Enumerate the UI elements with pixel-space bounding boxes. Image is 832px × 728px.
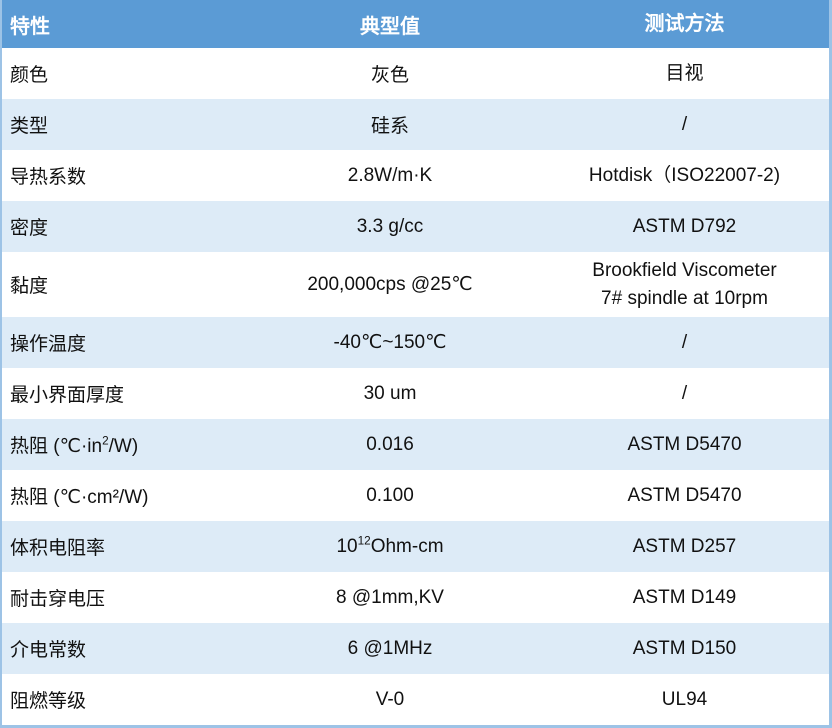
- value-cell: 200,000cps @25℃: [307, 274, 473, 295]
- method-cell: /: [681, 382, 688, 404]
- table-row: 体积电阻率 1012Ohm-cm ASTM D257: [2, 521, 829, 572]
- table-row: 介电常数 6 @1MHz ASTM D150: [2, 623, 829, 674]
- property-cell: 颜色: [10, 65, 49, 86]
- value-cell: 3.3 g/cc: [356, 215, 424, 237]
- property-cell: 操作温度: [10, 334, 87, 355]
- value-cell: 8 @1mm,KV: [336, 586, 444, 608]
- property-cell: 介电常数: [10, 640, 87, 661]
- table-row: 密度 3.3 g/cc ASTM D792: [2, 201, 829, 252]
- property-cell: 体积电阻率: [10, 538, 106, 559]
- table-row: 黏度 200,000cps @25℃ Brookfield Viscometer…: [2, 252, 829, 317]
- method-cell: ASTM D150: [632, 637, 737, 659]
- table-row: 热阻 (℃·cm²/W) 0.100 ASTM D5470: [2, 470, 829, 521]
- value-cell: V-0: [375, 688, 405, 710]
- property-cell: 类型: [10, 116, 49, 137]
- property-cell: 耐击穿电压: [10, 589, 106, 610]
- property-cell: 热阻 (℃·in2/W): [10, 434, 139, 457]
- table-row: 类型 硅系 /: [2, 99, 829, 150]
- table-row: 热阻 (℃·in2/W) 0.016 ASTM D5470: [2, 419, 829, 470]
- method-cell: UL94: [661, 688, 708, 710]
- method-cell: ASTM D257: [632, 535, 737, 557]
- table-row: 阻燃等级 V-0 UL94: [2, 674, 829, 725]
- value-cell: 1012Ohm-cm: [336, 535, 444, 557]
- value-cell: 6 @1MHz: [347, 637, 433, 659]
- table-row: 导热系数 2.8W/m·K Hotdisk（ISO22007-2): [2, 150, 829, 201]
- header-cell-typical-value: 典型值: [360, 15, 420, 38]
- value-cell: 0.100: [366, 484, 414, 506]
- value-cell: 30 um: [363, 382, 417, 404]
- value-cell: 灰色: [370, 65, 409, 86]
- property-cell: 黏度: [10, 276, 49, 297]
- table-row: 耐击穿电压 8 @1mm,KV ASTM D149: [2, 572, 829, 623]
- table-body: 颜色 灰色 目视 类型 硅系 / 导热系数 2.8W/m·K Hotdisk（I…: [2, 48, 829, 725]
- method-cell: Hotdisk（ISO22007-2): [588, 164, 781, 186]
- value-cell: 2.8W/m·K: [347, 164, 433, 186]
- method-cell: 目视: [665, 62, 704, 84]
- method-cell: Brookfield Viscometer 7# spindle at 10rp…: [592, 259, 777, 309]
- method-cell: ASTM D149: [632, 586, 737, 608]
- method-cell: /: [681, 113, 688, 135]
- property-cell: 最小界面厚度: [10, 385, 125, 406]
- table-row: 颜色 灰色 目视: [2, 48, 829, 99]
- method-cell: ASTM D5470: [627, 433, 742, 455]
- property-cell: 密度: [10, 218, 49, 239]
- table-header-row: 特性 典型值 测试方法: [2, 0, 829, 48]
- value-cell: -40℃~150℃: [333, 332, 447, 353]
- table-row: 最小界面厚度 30 um /: [2, 368, 829, 419]
- header-cell-property: 特性: [10, 15, 50, 38]
- value-cell: 0.016: [366, 433, 414, 455]
- property-cell: 阻燃等级: [10, 691, 87, 712]
- method-cell: ASTM D5470: [627, 484, 742, 506]
- header-cell-test-method: 测试方法: [644, 12, 725, 35]
- table-row: 操作温度 -40℃~150℃ /: [2, 317, 829, 368]
- method-cell: /: [681, 331, 688, 353]
- value-cell: 硅系: [370, 116, 409, 137]
- property-cell: 热阻 (℃·cm²/W): [10, 487, 149, 508]
- method-cell: ASTM D792: [632, 215, 737, 237]
- property-cell: 导热系数: [10, 167, 87, 188]
